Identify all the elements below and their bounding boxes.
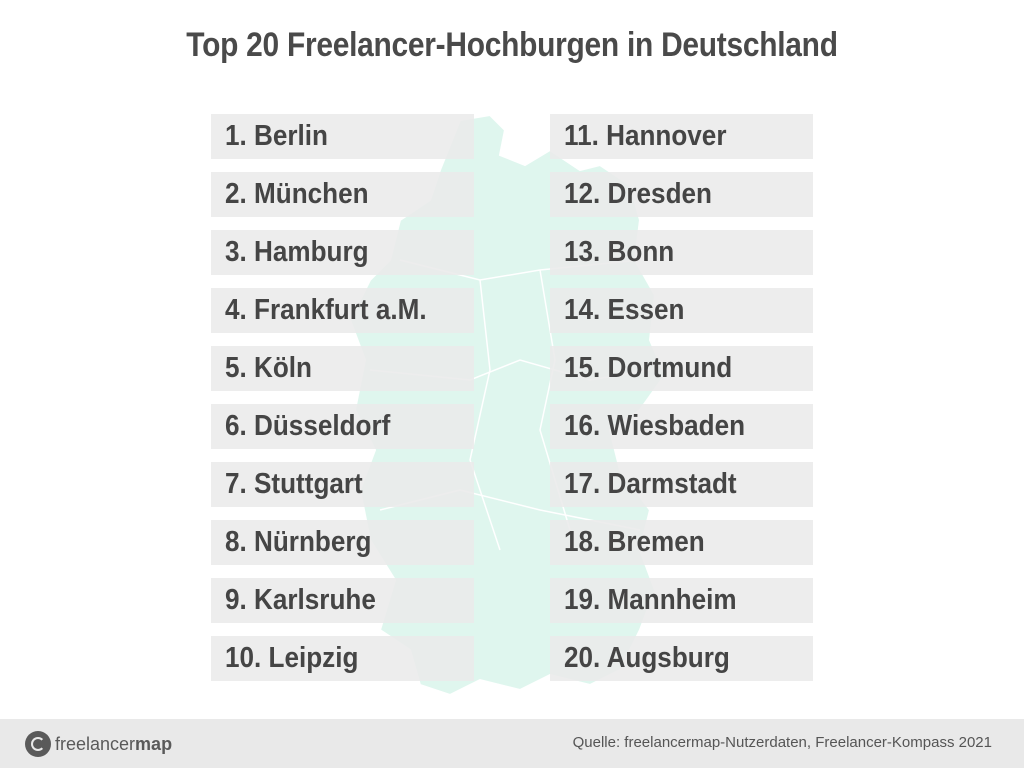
freelancermap-logo-icon	[25, 731, 51, 757]
rank-label: 2. München	[225, 178, 369, 210]
rank-row-1: 1. Berlin	[211, 114, 474, 159]
rank-row-18: 18. Bremen	[550, 520, 813, 565]
logo-text-regular: freelancer	[55, 733, 136, 754]
rank-row-6: 6. Düsseldorf	[211, 404, 474, 449]
ranking-left-column: 1. Berlin 2. München 3. Hamburg 4. Frank…	[211, 114, 474, 694]
rank-row-12: 12. Dresden	[550, 172, 813, 217]
rank-label: 13. Bonn	[564, 236, 675, 268]
rank-row-8: 8. Nürnberg	[211, 520, 474, 565]
rank-label: 6. Düsseldorf	[225, 410, 391, 442]
rank-label: 8. Nürnberg	[225, 526, 372, 558]
rank-label: 12. Dresden	[564, 178, 712, 210]
rank-row-17: 17. Darmstadt	[550, 462, 813, 507]
logo-wordmark: freelancermap	[55, 734, 172, 755]
rank-label: 5. Köln	[225, 352, 313, 384]
rank-row-3: 3. Hamburg	[211, 230, 474, 275]
rank-label: 15. Dortmund	[564, 352, 733, 384]
rank-label: 19. Mannheim	[564, 584, 737, 616]
rank-row-11: 11. Hannover	[550, 114, 813, 159]
rank-row-19: 19. Mannheim	[550, 578, 813, 623]
rank-label: 16. Wiesbaden	[564, 410, 746, 442]
rank-row-13: 13. Bonn	[550, 230, 813, 275]
rank-label: 11. Hannover	[564, 120, 727, 152]
rank-row-20: 20. Augsburg	[550, 636, 813, 681]
logo-text-bold: map	[135, 733, 173, 754]
page-title: Top 20 Freelancer-Hochburgen in Deutschl…	[186, 26, 838, 64]
source-note: Quelle: freelancermap-Nutzerdaten, Freel…	[572, 734, 992, 751]
rank-row-16: 16. Wiesbaden	[550, 404, 813, 449]
rank-label: 20. Augsburg	[564, 642, 730, 674]
rank-row-2: 2. München	[211, 172, 474, 217]
rank-row-10: 10. Leipzig	[211, 636, 474, 681]
rank-row-7: 7. Stuttgart	[211, 462, 474, 507]
rank-row-5: 5. Köln	[211, 346, 474, 391]
rank-label: 4. Frankfurt a.M.	[225, 294, 427, 326]
rank-label: 10. Leipzig	[225, 642, 359, 674]
rank-label: 7. Stuttgart	[225, 468, 363, 500]
rank-label: 3. Hamburg	[225, 236, 369, 268]
rank-row-15: 15. Dortmund	[550, 346, 813, 391]
rank-row-9: 9. Karlsruhe	[211, 578, 474, 623]
freelancermap-logo[interactable]: freelancermap	[25, 729, 172, 759]
rank-label: 1. Berlin	[225, 120, 328, 152]
rank-label: 14. Essen	[564, 294, 685, 326]
rank-label: 9. Karlsruhe	[225, 584, 376, 616]
rank-label: 18. Bremen	[564, 526, 705, 558]
footer-bar: freelancermap Quelle: freelancermap-Nutz…	[0, 719, 1024, 768]
ranking-right-column: 11. Hannover 12. Dresden 13. Bonn 14. Es…	[550, 114, 813, 694]
rank-row-4: 4. Frankfurt a.M.	[211, 288, 474, 333]
rank-label: 17. Darmstadt	[564, 468, 737, 500]
rank-row-14: 14. Essen	[550, 288, 813, 333]
